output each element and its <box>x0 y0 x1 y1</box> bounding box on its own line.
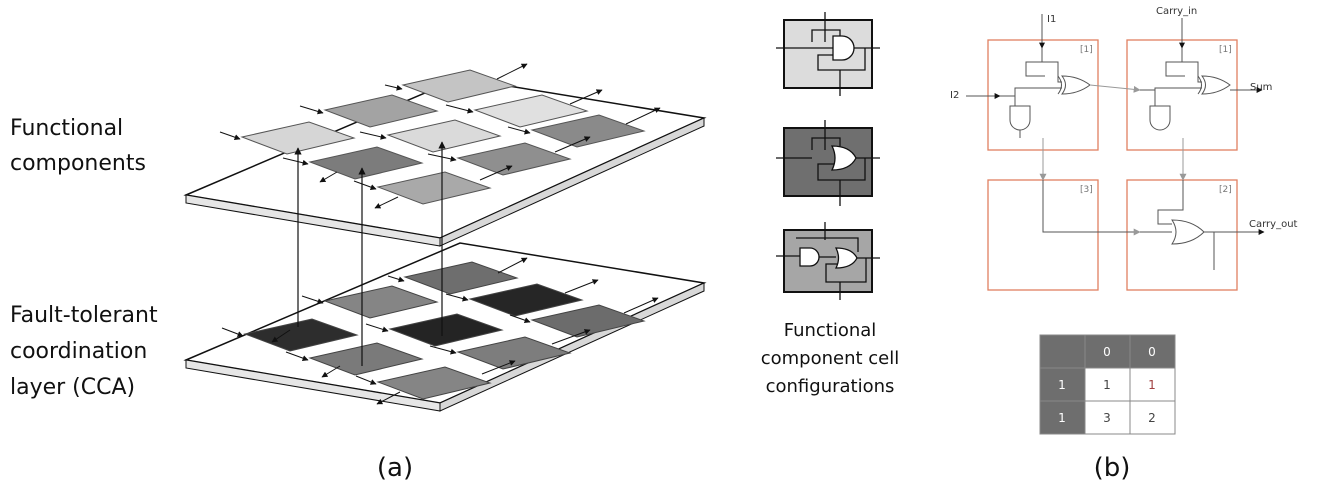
cell-tl <box>987 39 1099 151</box>
cca-cell <box>243 318 359 352</box>
mapping-arrows <box>294 141 446 366</box>
config-caption-line1: Functional <box>784 320 877 341</box>
table-cell: 1 <box>1148 378 1156 392</box>
signal-i1: I1 <box>1047 14 1056 25</box>
top-plate-arrows <box>219 63 661 209</box>
cca-label-line2: coordination <box>10 339 147 364</box>
cca-cell <box>403 261 519 295</box>
signal-carry-out: Carry_out <box>1249 219 1298 230</box>
cell-tag: [1] <box>1219 45 1232 55</box>
panel-a-caption: (a) <box>377 453 413 483</box>
cell-tag: [3] <box>1080 185 1093 195</box>
functional-components-plate <box>183 63 707 247</box>
table-cell: 1 <box>1103 378 1111 392</box>
panel-b: [1] [1] [3] [2] I1 I2 Carry_in Sum Carry… <box>950 6 1298 483</box>
panel-a: Functional components Fault-tolerant coo… <box>10 12 899 483</box>
table-cell: 2 <box>1148 411 1156 425</box>
cca-cell <box>530 304 646 338</box>
table-header-cell: 0 <box>1103 345 1111 359</box>
cca-plate-arrows <box>221 257 659 405</box>
top-cell <box>323 94 439 128</box>
config-icon-dark <box>776 120 880 206</box>
table-row-header: 1 <box>1058 378 1066 392</box>
panel-b-caption: (b) <box>1094 453 1131 483</box>
top-cell <box>473 94 589 128</box>
cell-tag: [1] <box>1080 45 1093 55</box>
top-cell <box>240 121 356 155</box>
config-icon-light <box>776 12 880 96</box>
signal-sum: Sum <box>1250 82 1272 93</box>
cca-cell <box>388 313 504 347</box>
top-cell <box>401 69 517 103</box>
table-cell: 3 <box>1103 411 1111 425</box>
top-cell <box>308 146 424 180</box>
config-caption-line2: component cell <box>761 348 900 369</box>
table-row-header: 1 <box>1058 411 1066 425</box>
cell-config-table: 0 0 1 1 1 1 3 2 <box>1039 334 1176 435</box>
cca-cell <box>323 285 439 319</box>
cca-cell <box>376 366 492 400</box>
top-cell <box>530 114 646 148</box>
top-cell <box>386 119 502 153</box>
top-cell <box>456 142 572 176</box>
signal-i2: I2 <box>950 90 959 101</box>
functional-label-line1: Functional <box>10 116 123 141</box>
cca-cell <box>456 336 572 370</box>
signal-carry-in: Carry_in <box>1156 6 1197 17</box>
half-adder-1 <box>966 14 1141 181</box>
top-cell <box>376 171 492 205</box>
half-adder-2 <box>1140 18 1263 181</box>
cca-cell <box>468 283 584 317</box>
cell-tag: [2] <box>1219 185 1232 195</box>
cca-plate <box>183 242 707 412</box>
cca-label-line3: layer (CCA) <box>10 375 135 400</box>
or-gate-cell <box>1042 180 1265 270</box>
table-header-cell: 0 <box>1148 345 1156 359</box>
config-caption-line3: configurations <box>766 376 895 397</box>
config-icon-mid <box>776 222 880 300</box>
cca-label-line1: Fault-tolerant <box>10 303 158 328</box>
functional-label-line2: components <box>10 151 146 176</box>
